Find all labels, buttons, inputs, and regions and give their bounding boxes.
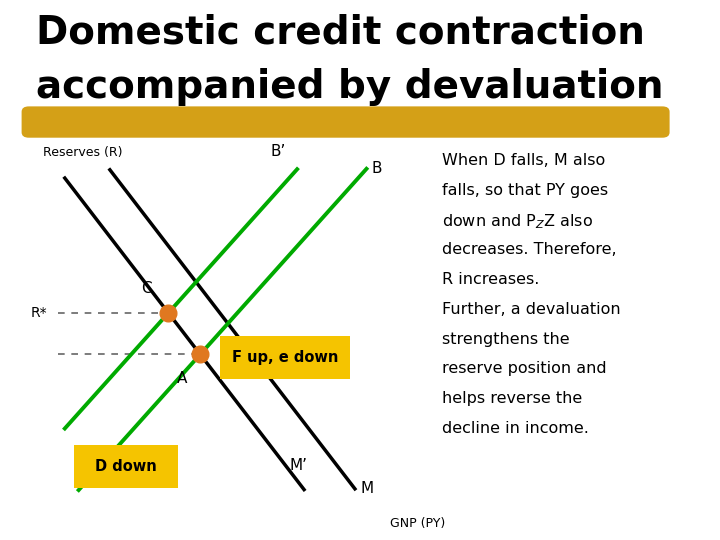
Text: C: C bbox=[141, 281, 152, 296]
Text: falls, so that PY goes: falls, so that PY goes bbox=[442, 183, 608, 198]
Text: accompanied by devaluation: accompanied by devaluation bbox=[36, 68, 664, 105]
Text: M: M bbox=[360, 481, 374, 496]
Text: A: A bbox=[177, 371, 187, 386]
Text: decline in income.: decline in income. bbox=[442, 421, 589, 436]
Text: GNP (PY): GNP (PY) bbox=[390, 517, 445, 530]
Text: B’: B’ bbox=[271, 144, 287, 159]
Text: Domestic credit contraction: Domestic credit contraction bbox=[36, 14, 645, 51]
Text: R increases.: R increases. bbox=[442, 272, 539, 287]
Text: D down: D down bbox=[95, 459, 157, 474]
Text: Further, a devaluation: Further, a devaluation bbox=[442, 302, 621, 317]
Text: F up, e down: F up, e down bbox=[232, 350, 338, 365]
FancyBboxPatch shape bbox=[73, 445, 179, 488]
FancyBboxPatch shape bbox=[220, 336, 350, 380]
Text: helps reverse the: helps reverse the bbox=[442, 392, 582, 406]
Text: When D falls, M also: When D falls, M also bbox=[442, 153, 606, 168]
Text: down and P$_Z$Z also: down and P$_Z$Z also bbox=[442, 212, 593, 231]
Text: B: B bbox=[372, 161, 382, 177]
Text: strengthens the: strengthens the bbox=[442, 332, 570, 347]
Text: Reserves (R): Reserves (R) bbox=[43, 146, 122, 159]
Text: M’: M’ bbox=[289, 458, 307, 473]
Text: R*: R* bbox=[30, 306, 47, 320]
Text: reserve position and: reserve position and bbox=[442, 361, 607, 376]
Text: decreases. Therefore,: decreases. Therefore, bbox=[442, 242, 617, 257]
